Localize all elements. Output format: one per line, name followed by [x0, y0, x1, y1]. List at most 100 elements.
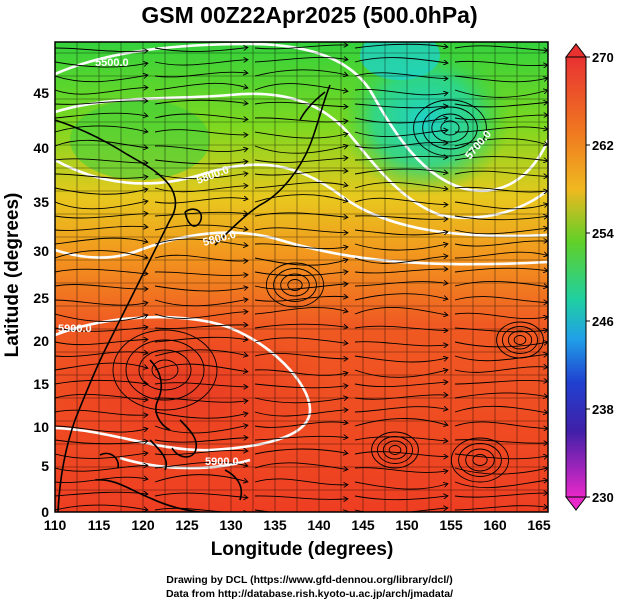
x-tick-label: 140: [307, 517, 331, 533]
streamline: [55, 314, 147, 322]
streamline: [55, 75, 147, 83]
streamline: [454, 312, 547, 318]
y-tick-label: 15: [33, 376, 49, 392]
streamline: [154, 99, 247, 104]
streamline: [254, 337, 347, 343]
streamline: [354, 370, 447, 378]
colorbar-bottom-arrow: [564, 496, 588, 511]
eddy-streamline: [413, 99, 487, 157]
streamline: [154, 425, 247, 434]
y-axis-ticks: 0 5 10 15 20 25 30 35 40 45: [33, 85, 49, 520]
x-axis-ticks: 110 115 120 125 130 135 140 145 150 155 …: [44, 517, 551, 533]
streamline: [454, 342, 547, 348]
streamline: [55, 352, 147, 357]
eddy-streamline: [472, 454, 488, 466]
streamline: [254, 257, 347, 266]
streamline: [354, 496, 447, 501]
streamline: [354, 215, 447, 220]
streamline: [254, 410, 347, 417]
streamline: [354, 306, 447, 315]
streamline: [454, 354, 547, 362]
streamline: [154, 198, 247, 204]
streamline: [254, 212, 347, 217]
streamline: [55, 47, 147, 52]
streamline: [454, 367, 547, 373]
eddy-streamline: [125, 339, 205, 401]
streamline: [254, 384, 347, 388]
streamline: [354, 168, 447, 174]
streamline: [55, 214, 147, 219]
streamline: [254, 307, 347, 315]
streamline: [454, 392, 547, 398]
streamline: [254, 194, 347, 202]
streamline: [254, 478, 347, 485]
streamline: [254, 117, 347, 122]
colorbar-label: 262: [592, 138, 614, 153]
contour-label: 5500.0: [95, 57, 129, 69]
streamline: [55, 125, 147, 132]
streamline: [454, 296, 547, 303]
streamline: [154, 461, 247, 469]
colorbar-top-arrow: [564, 43, 588, 58]
y-tick-label: 45: [33, 85, 49, 101]
streamline: [254, 131, 347, 139]
streamline: [354, 182, 447, 189]
streamline: [55, 327, 147, 332]
colorbar-label: 270: [592, 50, 614, 65]
y-tick-label: 30: [33, 243, 49, 259]
streamline: [254, 352, 347, 358]
streamline: [354, 130, 447, 137]
colorbar-label: 230: [592, 490, 614, 505]
streamline: [354, 481, 447, 490]
streamline: [55, 62, 147, 68]
streamline: [55, 465, 147, 472]
streamline: [354, 57, 447, 63]
streamline: [454, 75, 547, 83]
streamline: [55, 492, 147, 496]
streamline: [454, 201, 547, 210]
streamline: [55, 113, 147, 119]
streamline: [254, 296, 347, 302]
streamline: [454, 380, 547, 385]
y-tick-label: 20: [33, 333, 49, 349]
colorbar-gradient: [565, 56, 587, 498]
streamline: [354, 72, 447, 79]
streamline: [454, 127, 547, 133]
streamline: [154, 492, 247, 498]
streamline: [254, 243, 347, 249]
streamline: [454, 453, 547, 459]
streamline: [454, 405, 547, 412]
colorbar-label: 254: [592, 226, 614, 241]
streamline: [254, 398, 347, 404]
streamline: [254, 182, 347, 189]
streamline: [55, 188, 147, 195]
streamline: [55, 440, 147, 444]
x-axis-label: Longitude (degrees): [211, 539, 394, 560]
streamline: [354, 341, 447, 346]
credit-data: Data from http://database.rish.kyoto-u.a…: [165, 588, 454, 600]
streamline: [354, 355, 447, 363]
x-tick-label: 110: [44, 517, 67, 533]
streamline: [55, 477, 147, 484]
streamline: [254, 227, 347, 233]
eddy-streamline: [450, 437, 510, 483]
streamline: [354, 142, 447, 149]
streamline: [454, 170, 547, 176]
x-tick-label: 130: [219, 517, 243, 533]
streamline: [354, 44, 447, 48]
streamline: [454, 241, 547, 247]
eddy-streamline: [377, 436, 414, 464]
x-tick-label: 125: [175, 517, 199, 533]
streamline: [154, 286, 247, 292]
streamline: [55, 425, 147, 433]
eddy-streamline: [382, 440, 408, 460]
streamline: [254, 69, 347, 76]
streamline: [154, 474, 247, 482]
y-axis-label: Latitude (degrees): [2, 193, 23, 358]
streamline: [55, 339, 147, 346]
streamline: [354, 118, 447, 124]
streamline: [254, 495, 347, 500]
temperature-field: [55, 42, 548, 512]
eddy-streamline: [287, 279, 303, 291]
